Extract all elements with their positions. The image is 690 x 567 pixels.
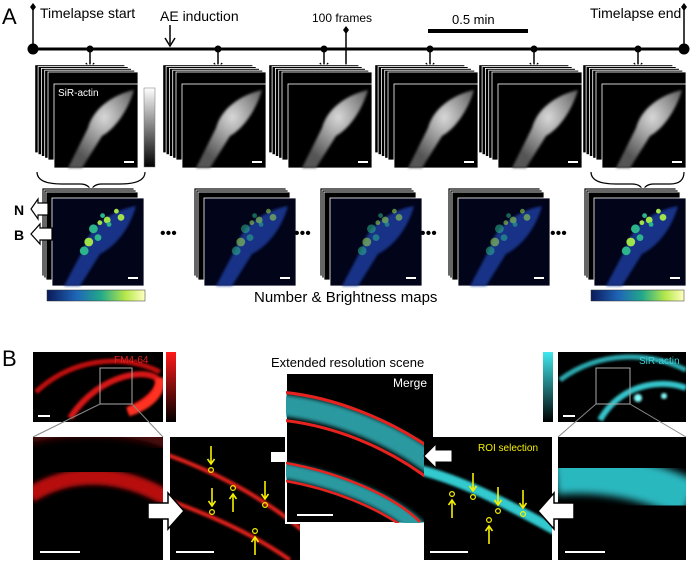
- nb-map: [447, 187, 551, 287]
- nb-map: [41, 187, 145, 287]
- ellipsis-4: •••: [550, 225, 567, 242]
- roi-circle: [470, 494, 477, 501]
- roi-circle: [252, 527, 259, 534]
- cell-shape: [408, 90, 474, 168]
- roi-selection-label: ROI selection: [478, 443, 538, 454]
- b-arrow: [30, 222, 53, 246]
- timelapse-start-label: Timelapse start: [40, 5, 135, 21]
- roi-circle: [495, 508, 502, 515]
- timelapse-end-label: Timelapse end: [590, 5, 681, 21]
- panel-a-letter: A: [2, 4, 17, 29]
- cell-shape: [68, 90, 134, 168]
- n-label: N: [14, 202, 24, 218]
- roi-circle: [449, 491, 456, 498]
- sir-channel-label-b: SiR-actin: [639, 356, 680, 367]
- frame-stack: [478, 64, 583, 169]
- roi-circle: [262, 502, 269, 509]
- merge-image: [285, 372, 435, 524]
- frame-stack: [582, 64, 687, 169]
- gray-colorbar: [143, 87, 156, 168]
- frame-stack: [268, 64, 373, 169]
- cell-shape: [196, 90, 262, 168]
- maps-caption: Number & Brightness maps: [254, 289, 437, 306]
- zoom-lines: [32, 403, 687, 438]
- roi-circle: [519, 511, 526, 518]
- red-colorbar: [166, 352, 176, 422]
- frames-label: 100 frames: [312, 11, 372, 25]
- fm4-overview-image: [33, 352, 163, 422]
- roi-circle: [230, 485, 237, 492]
- n-arrow: [30, 197, 49, 221]
- ellipsis-3: •••: [420, 225, 437, 242]
- flow-arrow-left: [147, 491, 186, 531]
- fm4-zoom-image: [33, 437, 163, 560]
- scale-label: 0.5 min: [452, 12, 495, 27]
- nb-map: [319, 187, 423, 287]
- roi-circle: [208, 467, 215, 474]
- b-label: B: [14, 227, 24, 243]
- merge-label: Merge: [393, 376, 427, 390]
- nb-map: [583, 187, 687, 287]
- cell-shape: [512, 90, 578, 168]
- panel-b-letter: B: [2, 346, 17, 371]
- cyan-colorbar: [543, 352, 553, 422]
- roi-circle: [209, 509, 216, 516]
- flow-arrow-center-right: [423, 442, 453, 470]
- ellipsis-2: •••: [294, 225, 311, 242]
- sir-actin-label-a: SiR-actin: [58, 88, 99, 99]
- frame-stacks: [34, 64, 687, 169]
- ae-induction-label: AE induction: [160, 8, 239, 24]
- nb-map: [193, 187, 297, 287]
- frame-stack: [34, 64, 139, 169]
- ellipsis-1: •••: [160, 225, 177, 242]
- center-title: Extended resolution scene: [271, 355, 424, 370]
- sir-zoom-image: [558, 437, 686, 560]
- frame-stack: [374, 64, 479, 169]
- flow-arrow-center-left: [271, 452, 285, 462]
- fm4-channel-label: FM4-64: [114, 355, 149, 366]
- viridis-colorbar-left: [46, 289, 146, 302]
- roi-circle: [486, 516, 493, 523]
- cell-shape: [302, 90, 368, 168]
- cell-shape: [616, 90, 682, 168]
- sir-overview-image: [558, 352, 686, 422]
- nb-maps: [41, 187, 687, 287]
- viridis-colorbar-right: [590, 289, 685, 302]
- flow-arrow-right: [536, 491, 575, 531]
- frame-stack: [162, 64, 267, 169]
